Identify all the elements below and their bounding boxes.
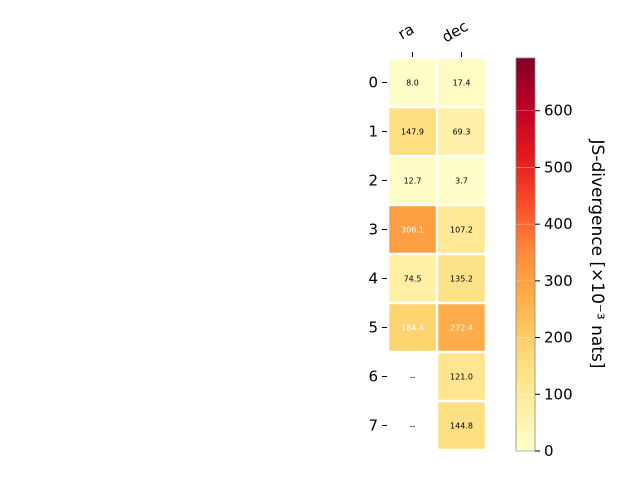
row-tick-label: 3 <box>368 221 378 239</box>
row-tick-label: 7 <box>368 417 378 435</box>
cell-value-label: 69.3 <box>453 128 471 137</box>
cell-value-label: 306.1 <box>401 226 424 235</box>
colorbar-tick-label: 300 <box>544 272 573 290</box>
cell-value-label: 12.7 <box>404 177 422 186</box>
row-tick-label: 4 <box>368 270 378 288</box>
colorbar-tick-label: 600 <box>544 102 573 120</box>
cell-value-label: 144.8 <box>450 422 473 431</box>
colorbar-tick-label: 200 <box>544 329 573 347</box>
colorbar-tick-label: 500 <box>544 158 573 176</box>
cell-value-label: -- <box>410 422 416 431</box>
colorbar: 0 100 200 300 400 500 600 JS-divergence [×10⁻³… <box>516 58 607 460</box>
column-tick-label: dec <box>439 17 471 46</box>
cell-value-label: 74.5 <box>404 275 422 284</box>
cell-value-label: -- <box>410 373 416 382</box>
heatmap-grid: 8.0 17.4 147.9 69.3 12.7 3.7 306.1 107.2 74.5 135… <box>389 59 485 449</box>
cell-value-label: 184.4 <box>401 324 424 333</box>
row-tick-label: 5 <box>368 319 378 337</box>
colorbar-gradient <box>516 58 535 451</box>
column-tick-label: ra <box>395 20 417 43</box>
cell-value-label: 17.4 <box>453 79 471 88</box>
cell-value-label: 8.0 <box>406 79 419 88</box>
cell-value-label: 107.2 <box>450 226 473 235</box>
column-axis: ra dec <box>395 17 471 57</box>
row-tick-label: 6 <box>368 368 378 386</box>
cell-value-label: 3.7 <box>455 177 468 186</box>
row-tick-label: 2 <box>368 172 378 190</box>
cell-value-label: 272.4 <box>450 324 473 333</box>
colorbar-tick-label: 0 <box>544 442 554 460</box>
row-axis: 0 1 2 3 4 5 6 7 <box>368 74 387 435</box>
colorbar-tick-label: 100 <box>544 385 573 403</box>
row-tick-label: 0 <box>368 74 378 92</box>
cell-value-label: 135.2 <box>450 275 473 284</box>
colorbar-label: JS-divergence [×10⁻³ nats] <box>587 139 607 369</box>
colorbar-tick-label: 400 <box>544 215 573 233</box>
cell-value-label: 147.9 <box>401 128 424 137</box>
cell-value-label: 121.0 <box>450 373 473 382</box>
row-tick-label: 1 <box>368 123 378 141</box>
